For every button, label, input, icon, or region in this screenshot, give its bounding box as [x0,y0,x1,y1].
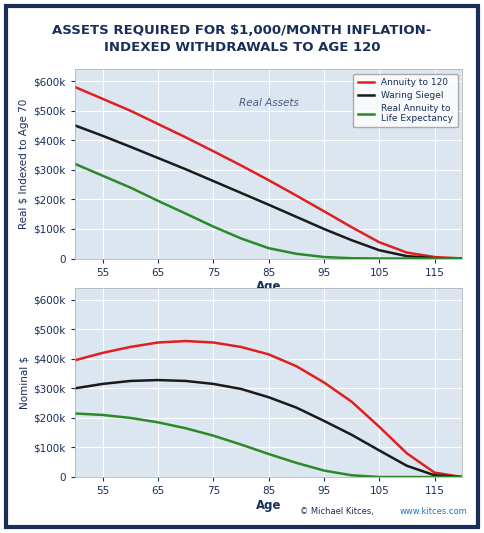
Annuity to 120 [155,121,161,127]
Real Annuity to
Life Expectancy [377,255,382,262]
Real Annuity to
Life Expectancy [432,255,438,262]
Annuity to 120 [100,95,106,102]
Annuity to 120 [377,239,382,245]
Real Annuity to
Life Expectancy [293,251,299,257]
Waring Siegel [266,201,272,208]
Legend: Annuity to 120, Waring Siegel, Real Annuity to
Life Expectancy: Annuity to 120, Waring Siegel, Real Annu… [353,74,458,127]
Y-axis label: Nominal $: Nominal $ [19,356,30,409]
Waring Siegel [348,237,354,244]
Waring Siegel [404,253,410,260]
Annuity to 120 [266,177,272,183]
Waring Siegel [183,166,189,172]
Waring Siegel [432,255,438,261]
Annuity to 120 [459,255,465,262]
Text: Real Assets: Real Assets [239,99,299,108]
Annuity to 120 [72,84,78,90]
Annuity to 120 [404,249,410,256]
Waring Siegel [100,133,106,139]
Real Annuity to
Life Expectancy [211,223,216,230]
Waring Siegel [459,255,465,262]
Waring Siegel [377,247,382,253]
Waring Siegel [127,143,133,150]
Line: Annuity to 120: Annuity to 120 [75,87,462,259]
Real Annuity to
Life Expectancy [100,173,106,179]
Real Annuity to
Life Expectancy [321,254,327,260]
Annuity to 120 [211,148,216,155]
Annuity to 120 [321,208,327,214]
X-axis label: Age: Age [256,280,281,293]
Real Annuity to
Life Expectancy [404,255,410,262]
Annuity to 120 [293,192,299,199]
Waring Siegel [155,155,161,161]
Annuity to 120 [348,224,354,230]
Real Annuity to
Life Expectancy [72,161,78,167]
Real Annuity to
Life Expectancy [127,184,133,191]
Annuity to 120 [183,134,189,141]
Annuity to 120 [432,254,438,260]
Real Annuity to
Life Expectancy [155,198,161,204]
Line: Real Annuity to
Life Expectancy: Real Annuity to Life Expectancy [75,164,462,259]
Real Annuity to
Life Expectancy [183,211,189,217]
Real Annuity to
Life Expectancy [348,255,354,261]
Real Annuity to
Life Expectancy [266,245,272,252]
Real Annuity to
Life Expectancy [238,235,244,241]
Annuity to 120 [127,108,133,114]
Text: www.kitces.com: www.kitces.com [399,507,467,516]
Waring Siegel [321,226,327,232]
Text: © Michael Kitces,: © Michael Kitces, [300,507,377,516]
Line: Waring Siegel: Waring Siegel [75,125,462,259]
Text: ASSETS REQUIRED FOR $1,000/MONTH INFLATION-
INDEXED WITHDRAWALS TO AGE 120: ASSETS REQUIRED FOR $1,000/MONTH INFLATI… [52,23,432,54]
Waring Siegel [238,190,244,196]
Real Annuity to
Life Expectancy [459,255,465,262]
X-axis label: Age: Age [256,499,281,512]
Waring Siegel [72,122,78,128]
Waring Siegel [211,178,216,184]
Waring Siegel [293,214,299,220]
Y-axis label: Real $ Indexed to Age 70: Real $ Indexed to Age 70 [19,99,30,229]
Annuity to 120 [238,162,244,168]
